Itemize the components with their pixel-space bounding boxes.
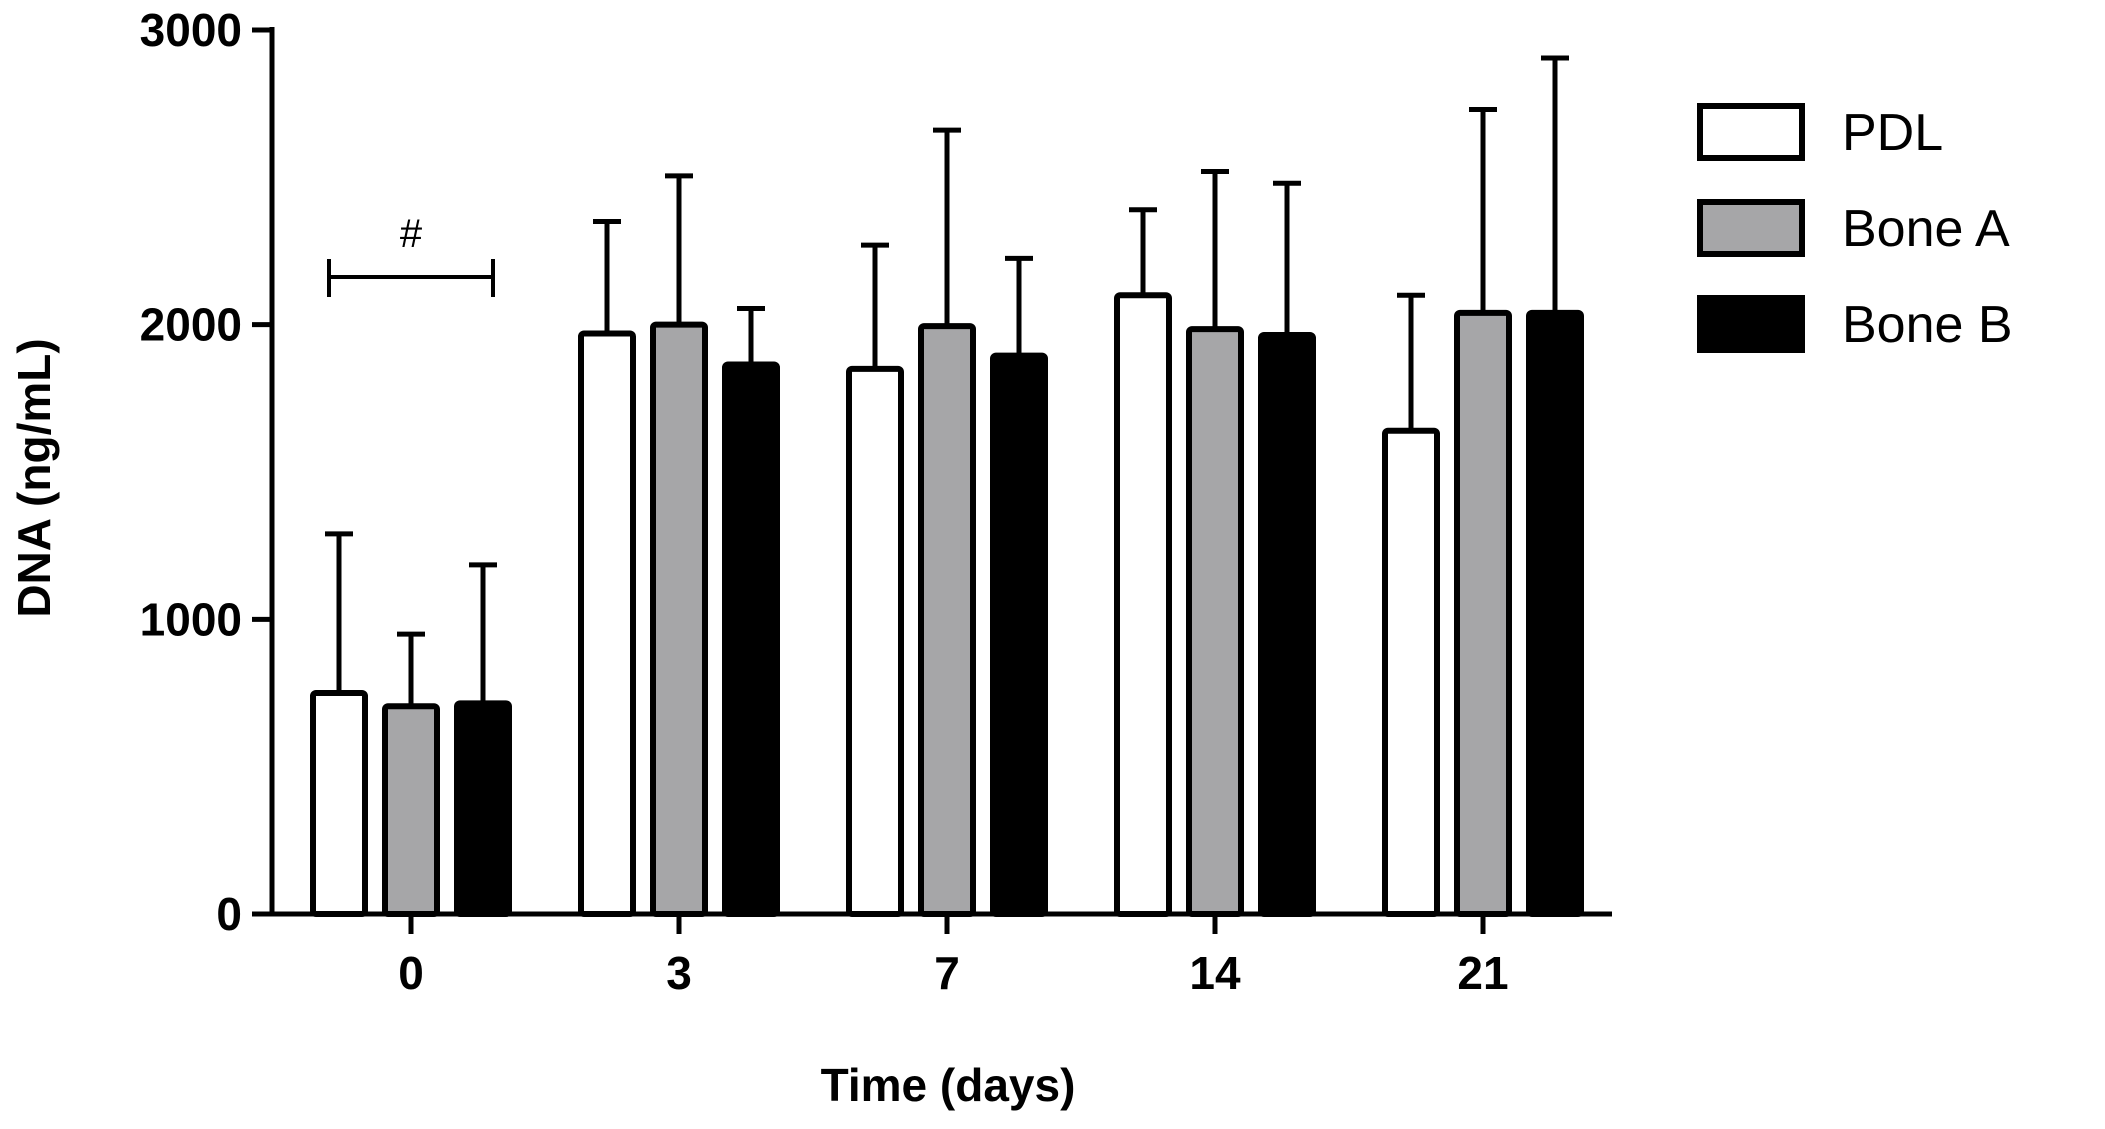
- x-tick-label: 14: [1189, 947, 1241, 999]
- bar: [846, 365, 904, 918]
- bar: [578, 330, 636, 917]
- bar: [454, 700, 512, 918]
- bar: [1186, 326, 1244, 917]
- bar: [1382, 427, 1440, 917]
- bar: [1258, 331, 1316, 918]
- bar: [382, 703, 440, 918]
- bar: [1454, 309, 1512, 917]
- y-axis-title: DNA (ng/mL): [8, 338, 60, 617]
- legend-label: Bone B: [1842, 296, 2013, 354]
- legend-label: PDL: [1842, 104, 1943, 162]
- bar: [1114, 292, 1172, 917]
- legend: PDL Bone A Bone B: [1697, 103, 2013, 354]
- y-tick-label: 3000: [140, 4, 242, 56]
- bar: [722, 361, 780, 917]
- legend-swatch: [1697, 295, 1805, 353]
- bar: [650, 321, 708, 917]
- legend-swatch: [1697, 103, 1805, 161]
- bar: [990, 352, 1048, 917]
- x-tick-label: 3: [666, 947, 692, 999]
- y-tick-label: 2000: [140, 299, 242, 351]
- x-tick-label: 21: [1457, 947, 1508, 999]
- bar: [1526, 309, 1584, 917]
- significance-label: #: [400, 212, 423, 256]
- y-tick-label: 0: [216, 888, 242, 940]
- bar: [918, 323, 976, 917]
- x-tick-label: 0: [398, 947, 424, 999]
- x-axis-title: Time (days): [821, 1059, 1076, 1111]
- y-tick-label: 1000: [140, 593, 242, 645]
- legend-label: Bone A: [1842, 200, 2010, 258]
- bars: [310, 55, 1584, 918]
- bar: [310, 690, 368, 917]
- legend-swatch: [1697, 199, 1805, 257]
- x-tick-label: 7: [934, 947, 960, 999]
- axes: 0 1000 2000 3000 0 3 7 14 21 #: [140, 4, 1612, 999]
